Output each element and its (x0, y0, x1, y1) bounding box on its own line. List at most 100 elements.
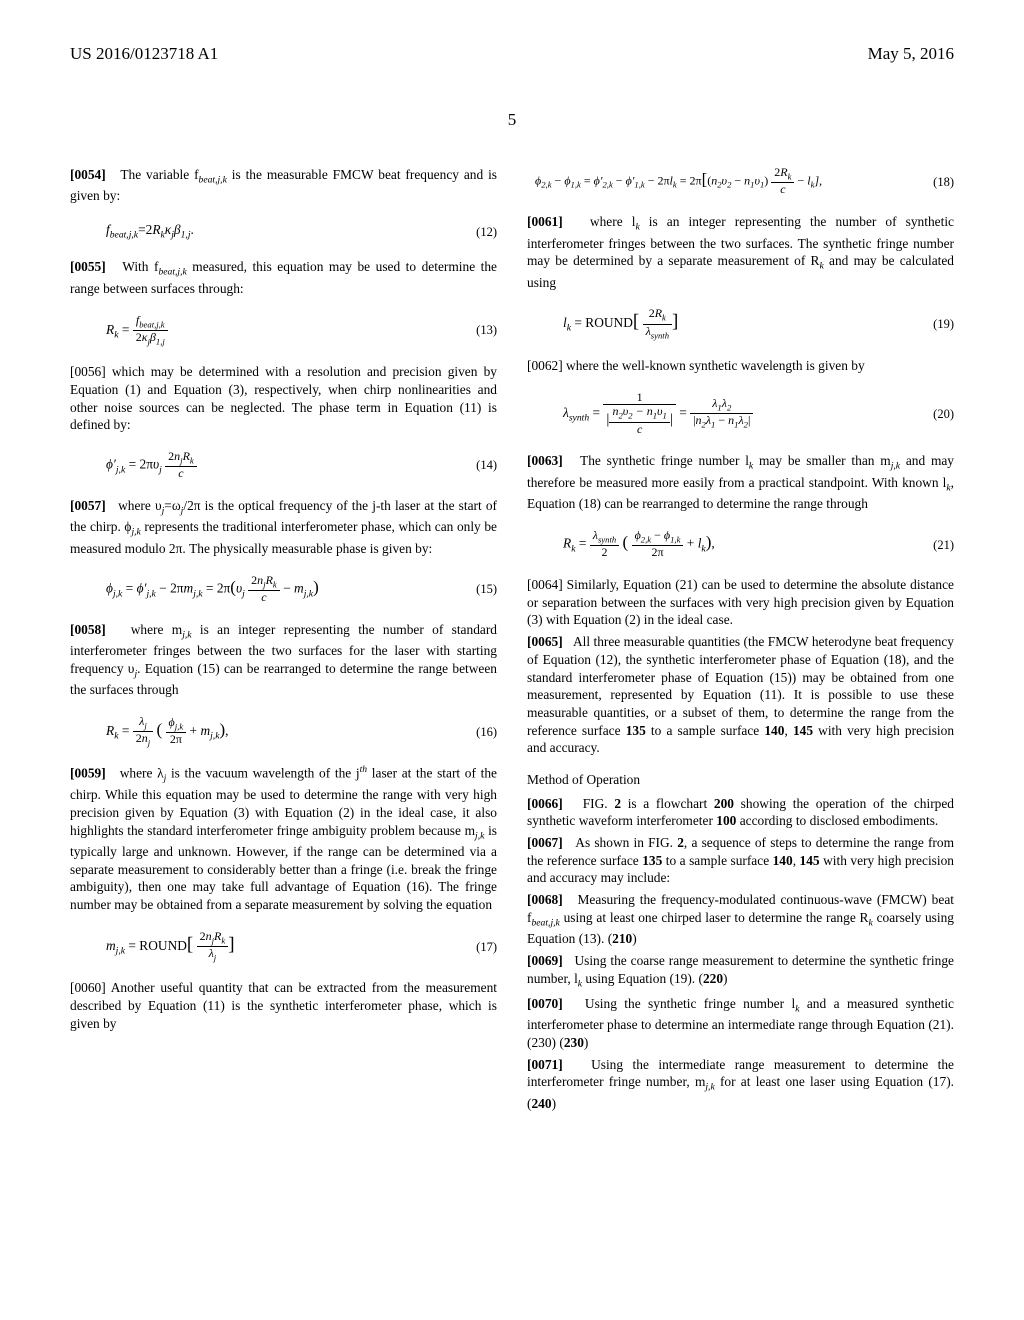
sym: m (294, 580, 304, 595)
column-left: [0054] The variable fbeat,j,k is the mea… (70, 166, 497, 1116)
fraction: 2njRk λj (197, 930, 229, 964)
sym: β (174, 222, 181, 237)
para-0058: [0058] where mj,k is an integer represen… (70, 621, 497, 699)
sub: beat,j,k (199, 175, 227, 186)
sym: m (106, 938, 116, 953)
page: US 2016/0123718 A1 May 5, 2016 5 [0054] … (0, 0, 1024, 1320)
para-num: [0054] (70, 167, 106, 182)
two-column-body: [0054] The variable fbeat,j,k is the mea… (70, 166, 954, 1116)
eq-body: lk = ROUND[ 2Rk λsynth ] (527, 307, 954, 341)
sub: j,k (193, 588, 202, 599)
para-0067: [0067] As shown in FIG. 2, a sequence of… (527, 834, 954, 887)
sym: ROUND (139, 938, 187, 953)
fraction: fbeat,j,k 2κjβ1,j (133, 314, 168, 348)
sub: j,k (304, 588, 313, 599)
sub: j,k (146, 588, 155, 599)
eq-number: (15) (476, 581, 497, 598)
sub: j,k (116, 945, 125, 956)
eq-body: ϕ2,k − ϕ1,k = ϕ′2,k − ϕ′1,k − 2πlk = 2π[… (527, 166, 954, 197)
sub: k (114, 730, 118, 741)
sub: beat,j,k (110, 230, 138, 241)
sym: R (106, 723, 114, 738)
text: and a measured synthetic interferometer … (527, 996, 954, 1050)
sym: R (106, 321, 114, 336)
para-num: [0065] (527, 634, 563, 649)
equation-13: Rk = fbeat,j,k 2κjβ1,j (13) (70, 314, 497, 348)
para-0065: [0065] All three measurable quantities (… (527, 633, 954, 757)
fraction: λsynth 2 (590, 529, 619, 560)
equation-19: lk = ROUND[ 2Rk λsynth ] (19) (527, 307, 954, 341)
sub: k (869, 917, 873, 928)
para-0064: [0064] Similarly, Equation (21) can be u… (527, 576, 954, 629)
para-num: [0057] (70, 498, 106, 513)
sub: k (114, 329, 118, 340)
para-0066: [0066] FIG. 2 is a flowchart 200 showing… (527, 795, 954, 830)
sub: j,k (705, 1082, 714, 1093)
eq-number: (20) (933, 405, 954, 422)
sym: ROUND (585, 315, 633, 330)
equation-16: Rk = λj 2nj ( ϕj,k 2π + mj,k), (16) (70, 715, 497, 749)
eq-number: (14) (476, 457, 497, 474)
equation-15: ϕj,k = ϕ′j,k − 2πmj,k = 2π(υj 2njRk c − … (70, 574, 497, 605)
para-0062: [0062] where the well-known synthetic wa… (527, 357, 954, 375)
text: may be smaller than m (753, 453, 890, 468)
eq-number: (12) (476, 224, 497, 241)
fraction: ϕ2,k − ϕ1,k 2π (632, 529, 684, 560)
sub: j,k (891, 461, 900, 472)
para-num: [0071] (527, 1057, 563, 1072)
eq-body: Rk = λsynth 2 ( ϕ2,k − ϕ1,k 2π + lk), (527, 529, 954, 560)
para-0063: [0063] The synthetic fringe number lk ma… (527, 452, 954, 512)
sub: j,k (113, 588, 122, 599)
para-num: [0055] (70, 259, 106, 274)
para-0054: [0054] The variable fbeat,j,k is the mea… (70, 166, 497, 205)
sub: j (242, 588, 245, 599)
fraction: 2njRk c (248, 574, 280, 605)
eq-number: (17) (476, 938, 497, 955)
para-0056: [0056] which may be determined with a re… (70, 363, 497, 434)
equation-20: λsynth = 1 |n2υ2 − n1υ1c| = λ1λ2 |n2λ1 −… (527, 391, 954, 437)
sup: th (360, 764, 368, 775)
eq-number: (19) (933, 316, 954, 333)
para-num: [0058] (70, 622, 106, 637)
para-num: [0059] (70, 766, 106, 781)
sub: j,k (475, 830, 484, 841)
eq-number: (18) (933, 173, 954, 190)
sym: R (152, 222, 160, 237)
para-0059: [0059] where λj is the vacuum wavelength… (70, 764, 497, 913)
para-0057: [0057] where υj=ωj/2π is the optical fre… (70, 497, 497, 557)
page-number: 5 (70, 110, 954, 130)
sub: j (159, 464, 162, 475)
equation-18: ϕ2,k − ϕ1,k = ϕ′2,k − ϕ′1,k − 2πlk = 2π[… (527, 166, 954, 197)
para-num: [0067] (527, 835, 563, 850)
sub: beat,j,k (158, 267, 186, 278)
sub: j,k (182, 629, 191, 640)
eq-body: mj,k = ROUND[ 2njRk λj ] (70, 930, 497, 964)
subheading-method: Method of Operation (527, 771, 954, 789)
text: [0062] where the well-known synthetic wa… (527, 358, 865, 373)
running-header: US 2016/0123718 A1 May 5, 2016 (70, 44, 954, 64)
para-0055: [0055] With fbeat,j,k measured, this equ… (70, 258, 497, 297)
sub: 1,j (181, 230, 191, 241)
fraction: ϕj,k 2π (166, 716, 187, 747)
column-right: ϕ2,k − ϕ1,k = ϕ′2,k − ϕ′1,k − 2πlk = 2π[… (527, 166, 954, 1116)
eq-number: (21) (933, 536, 954, 553)
sub: j (181, 506, 184, 517)
sym: ϕ′ (106, 457, 116, 472)
para-0061: [0061] where lk is an integer representi… (527, 213, 954, 291)
text: [0056] which may be determined with a re… (70, 364, 497, 432)
para-0068: [0068] Measuring the frequency-modulated… (527, 891, 954, 948)
text: measured, this equation may be used to d… (70, 259, 497, 295)
equation-17: mj,k = ROUND[ 2njRk λj ] (17) (70, 930, 497, 964)
fraction: λ1λ2 |n2λ1 − n1λ2| (690, 397, 753, 431)
equation-21: Rk = λsynth 2 ( ϕ2,k − ϕ1,k 2π + lk), (2… (527, 529, 954, 560)
text: [0064] Similarly, Equation (21) can be u… (527, 577, 954, 627)
text: is the measurable FMCW beat frequency an… (70, 167, 497, 203)
eq-body: fbeat,j,k=2Rkκjβ1,j. (70, 221, 497, 242)
sub: j,k (131, 527, 140, 538)
sub: j,k (116, 464, 125, 475)
equation-14: ϕ′j,k = 2πυj 2njRk c (14) (70, 450, 497, 481)
sym: ϕ′ (137, 580, 147, 595)
sub: j (162, 506, 165, 517)
fraction: λj 2nj (133, 715, 153, 749)
para-num: [0068] (527, 892, 563, 907)
